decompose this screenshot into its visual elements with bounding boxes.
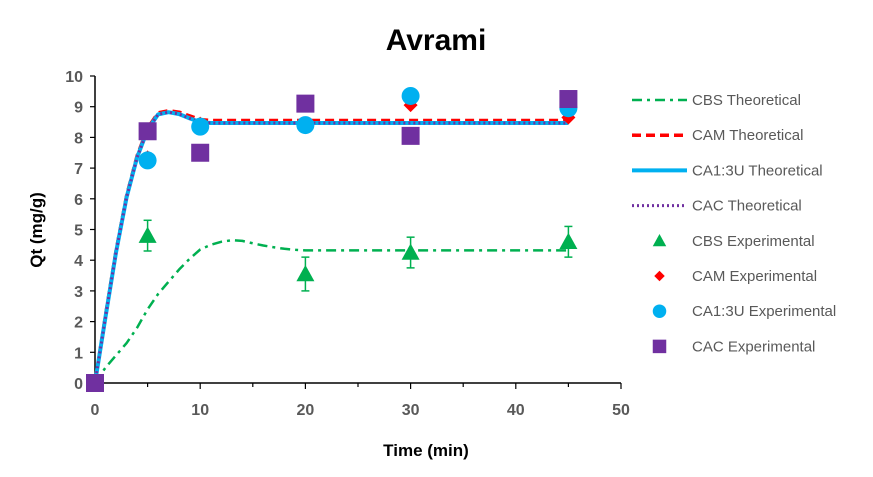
- plot-area: 0 1 2 3 4 5 6 7 8 9 10 0 10 20 30 40 50: [65, 69, 630, 419]
- y-tick-label: 1: [74, 345, 83, 362]
- data-point-cac-experimental: [559, 90, 578, 109]
- y-tick-label: 7: [74, 161, 83, 178]
- data-point-ca1-3u-experimental: [296, 116, 315, 135]
- y-tick-label: 10: [65, 69, 83, 86]
- legend: CBS Theoretical CAM Theoretical CA1:3U The…: [632, 92, 836, 355]
- y-tick-label: 3: [74, 284, 83, 301]
- legend-label-cbs-theoretical: CBS Theoretical: [692, 92, 801, 109]
- x-axis-label: Time (min): [383, 441, 469, 460]
- y-axis-label: Qt (mg/g): [27, 192, 46, 268]
- legend-label-cam-theoretical: CAM Theoretical: [692, 127, 803, 144]
- data-point-cbs-experimental: [401, 243, 420, 260]
- data-point-cac-experimental: [296, 94, 315, 113]
- data-point-cac-experimental: [86, 374, 104, 392]
- data-point-cac-experimental: [401, 126, 420, 145]
- legend-label-cbs-experimental: CBS Experimental: [692, 233, 815, 250]
- series-line-cam-theoretical: [93, 108, 569, 384]
- x-tick-label: 50: [612, 402, 630, 419]
- series-line-cac-theoretical: [93, 110, 569, 384]
- data-point-cac-experimental: [191, 143, 210, 162]
- data-point-cbs-experimental: [138, 226, 157, 243]
- data-point-cbs-experimental: [296, 265, 315, 282]
- legend-label-ca1-3u-experimental: CA1:3U Experimental: [692, 303, 836, 320]
- data-point-ca1-3u-experimental: [401, 86, 420, 105]
- legend-label-cam-experimental: CAM Experimental: [692, 268, 817, 285]
- data-point-ca1-3u-experimental: [138, 151, 157, 170]
- y-tick-label: 8: [74, 130, 83, 147]
- y-tick-label: 4: [74, 253, 83, 270]
- series-line-ca1-3u-theoretical: [93, 110, 569, 384]
- legend-swatch-cam-experimental: [654, 270, 665, 282]
- data-point-cac-experimental: [138, 122, 157, 141]
- legend-swatch-ca1-3u-experimental: [652, 304, 667, 318]
- legend-swatch-cbs-experimental: [652, 234, 667, 247]
- y-tick-label: 5: [74, 223, 83, 240]
- legend-label-cac-experimental: CAC Experimental: [692, 338, 815, 355]
- x-tick-label: 40: [507, 402, 525, 419]
- series-line-cbs-theoretical: [93, 238, 569, 384]
- x-tick-label: 20: [297, 402, 315, 419]
- y-tick-label: 6: [74, 192, 83, 209]
- y-tick-label: 0: [74, 376, 83, 393]
- x-tick-label: 10: [191, 402, 209, 419]
- legend-label-cac-theoretical: CAC Theoretical: [692, 198, 802, 215]
- x-tick-label: 30: [402, 402, 420, 419]
- legend-label-ca1-3u-theoretical: CA1:3U Theoretical: [692, 162, 823, 179]
- x-tick-label: 0: [91, 402, 100, 419]
- legend-swatch-cac-experimental: [652, 339, 667, 354]
- chart-title: Avrami: [386, 24, 487, 57]
- y-tick-label: 9: [74, 100, 83, 117]
- y-tick-label: 2: [74, 315, 83, 332]
- data-point-cbs-experimental: [559, 232, 578, 249]
- data-point-ca1-3u-experimental: [191, 117, 210, 136]
